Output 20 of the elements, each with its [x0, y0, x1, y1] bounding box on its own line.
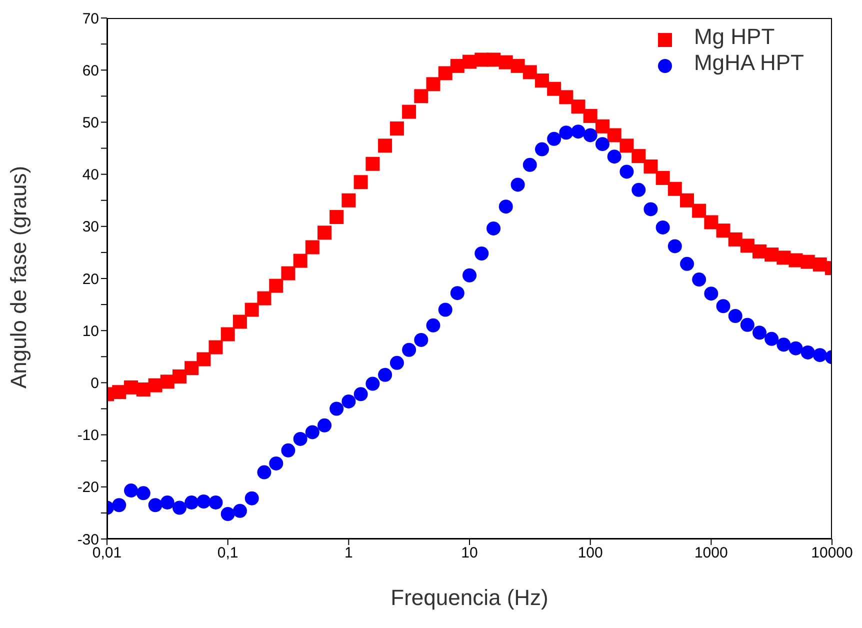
- y-tick-label: -10: [77, 427, 99, 444]
- legend-label: Mg HPT: [694, 24, 775, 49]
- y-tick-label: 10: [82, 322, 99, 340]
- x-tick-label: 10: [461, 544, 478, 562]
- y-tick-label: 0: [90, 375, 99, 392]
- y-tick-label: 70: [82, 10, 99, 28]
- x-tick-label: 100: [578, 544, 603, 562]
- x-tick-label: 0,1: [217, 544, 238, 562]
- y-tick-label: 30: [82, 218, 99, 236]
- x-tick-label: 1: [344, 544, 353, 562]
- legend-label: MgHA HPT: [694, 50, 804, 75]
- y-tick-label: 50: [82, 114, 99, 132]
- x-tick-label: 1000: [694, 544, 728, 562]
- y-tick-label: -20: [77, 479, 99, 496]
- x-axis-title: Frequencia (Hz): [390, 585, 548, 610]
- y-axis-title: Angulo de fase (graus): [6, 166, 31, 388]
- y-tick-label: 60: [82, 62, 99, 80]
- y-tick-label: 40: [82, 166, 99, 184]
- x-tick-label: 10000: [811, 544, 853, 562]
- y-tick-label: 20: [82, 270, 99, 288]
